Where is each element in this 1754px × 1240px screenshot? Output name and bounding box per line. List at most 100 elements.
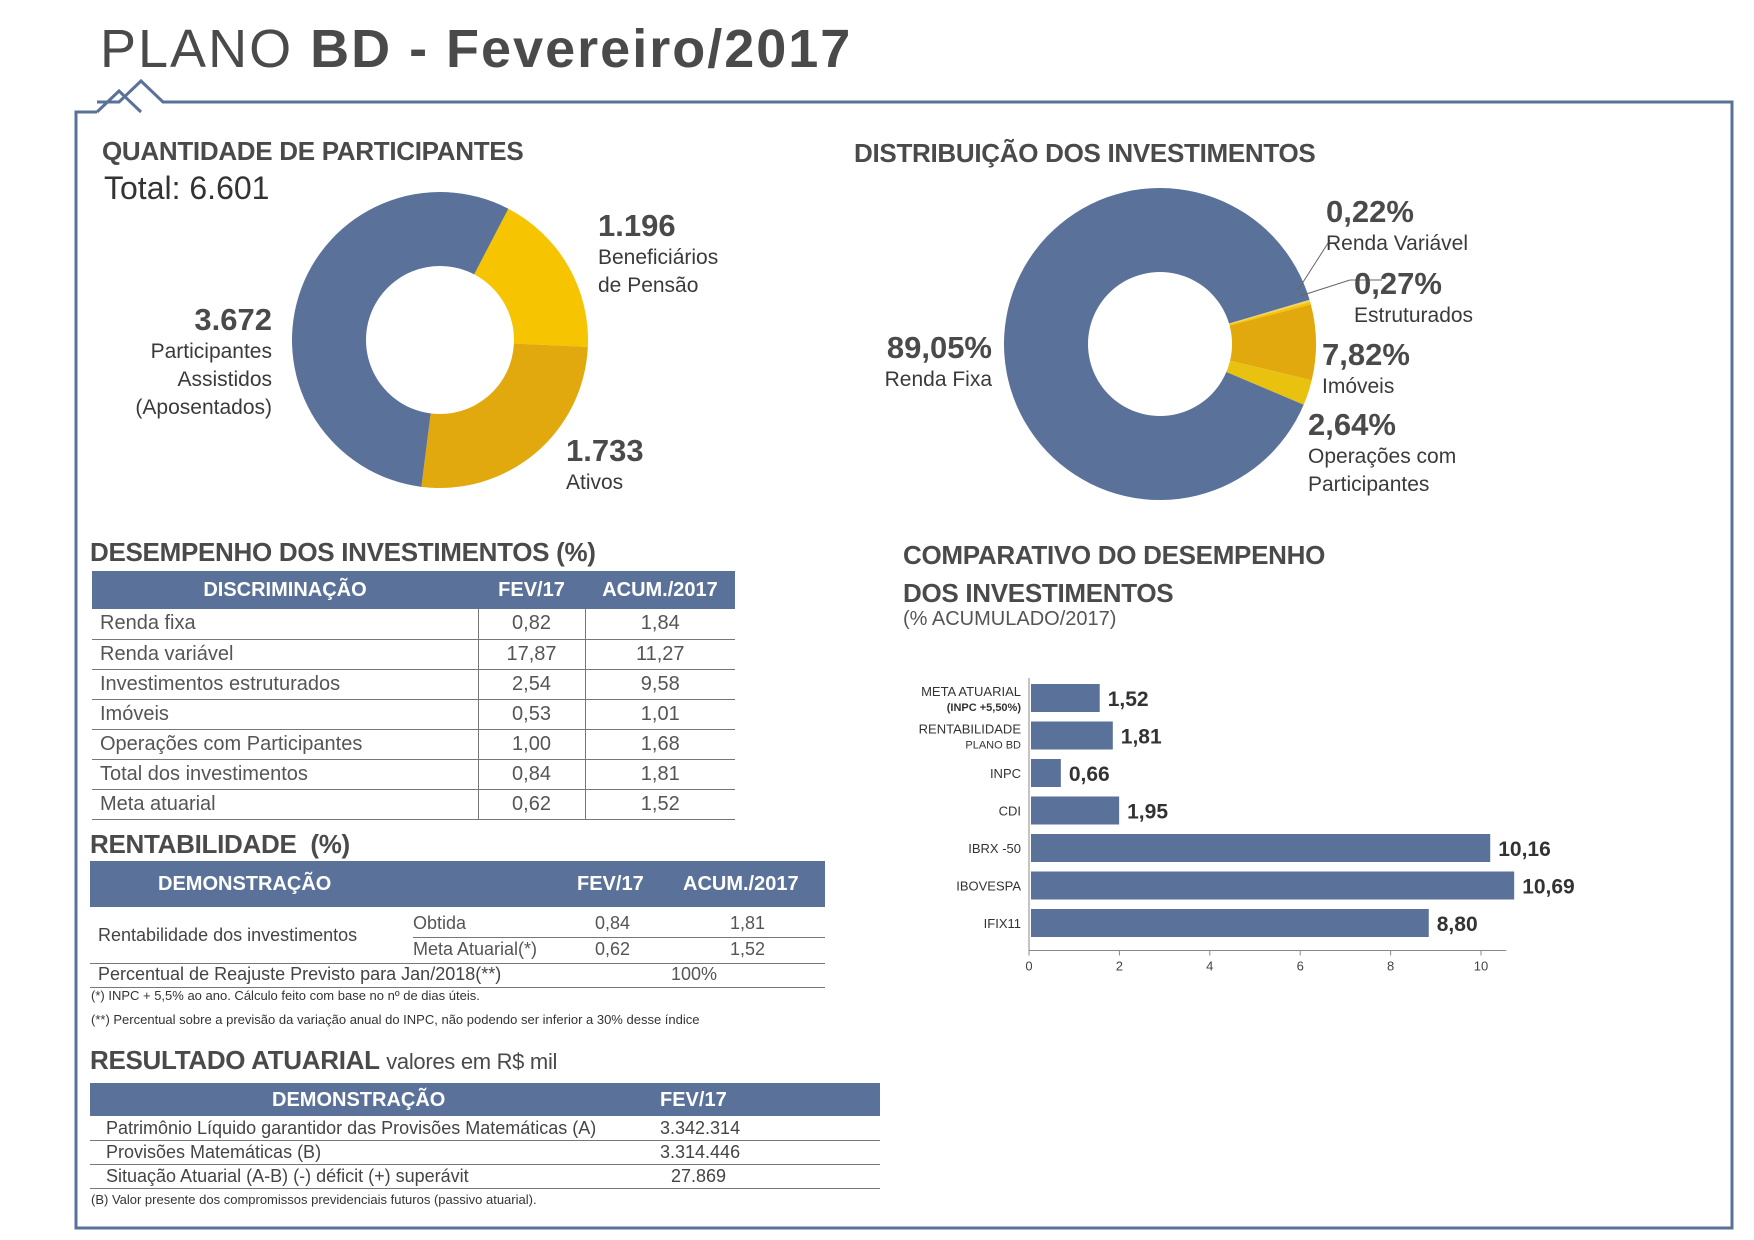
desempenho-cell-label: Investimentos estruturados [92, 669, 478, 700]
resultado-row-3-value: 27.869 [671, 1166, 727, 1186]
bar-category-label-1-1: PLANO BD [965, 740, 1021, 752]
resultado-header-demonstracao: DEMONSTRAÇÃO [272, 1089, 446, 1111]
rentabilidade-title-text: RENTABILIDADE [90, 829, 297, 859]
desempenho-cell-acum: 1,84 [584, 609, 735, 640]
beneficiarios-text-1: Beneficiários [598, 246, 719, 269]
desempenho-row: Renda variável 17,87 11,27 [92, 639, 735, 670]
bar-value-label-4: 10,16 [1498, 838, 1551, 861]
distribuicao-donut [1004, 187, 1316, 500]
renda-fixa-value: 89,05% [886, 330, 992, 365]
bar-value-label-5: 10,69 [1522, 876, 1575, 899]
desempenho-row: Imóveis 0,53 1,01 [92, 699, 735, 730]
rentabilidade-header: DEMONSTRAÇÃO FEV/17 ACUM./2017 [90, 861, 825, 907]
rentabilidade-header-acum: ACUM./2017 [683, 873, 799, 895]
x-tick-label-0: 0 [1025, 959, 1032, 974]
bar-category-label-0-1: (INPC +5,50%) [947, 702, 1022, 714]
resultado-row-1-label: Patrimônio Líquido garantidor das Provis… [106, 1118, 597, 1138]
participantes-total: Total: 6.601 [104, 170, 270, 206]
rentabilidade-obtida-fev: 0,84 [595, 913, 631, 933]
rentabilidade-divider-3 [90, 987, 825, 988]
participantes-slice-2 [291, 191, 509, 487]
imoveis-value: 7,82% [1322, 337, 1410, 372]
bar-2 [1031, 759, 1061, 787]
assistidos-value: 3.672 [194, 302, 272, 337]
distribuicao-slice-0 [1229, 299, 1311, 325]
operacoes-text-1: Operações com [1308, 445, 1457, 468]
participantes-slice-1 [421, 343, 588, 488]
resultado-row-3-label: Situação Atuarial (A-B) (-) déficit (+) … [106, 1166, 469, 1186]
bar-5 [1031, 871, 1515, 900]
bar-6 [1031, 909, 1429, 937]
desempenho-cell-label: Operações com Participantes [92, 729, 478, 760]
renda-variavel-value: 0,22% [1326, 194, 1414, 229]
bar-value-label-0: 1,52 [1108, 688, 1149, 711]
resultado-title: RESULTADO ATUARIAL valores em R$ mil [90, 1045, 557, 1076]
desempenho-cell-label: Imóveis [92, 699, 478, 730]
bar-category-label-3-0: CDI [999, 804, 1021, 819]
desempenho-table: DISCRIMINAÇÃO FEV/17 ACUM./2017 Renda fi… [92, 571, 735, 820]
bar-1 [1031, 721, 1113, 750]
rentabilidade-meta-fev: 0,62 [595, 939, 631, 959]
bar-value-label-3: 1,95 [1127, 801, 1168, 824]
page-title-light: PLANO [100, 19, 311, 79]
bar-0 [1031, 684, 1100, 712]
bar-category-label-5-0: IBOVESPA [956, 879, 1021, 894]
bar-category-label-4-0: IBRX -50 [968, 841, 1021, 856]
renda-fixa-text: Renda Fixa [884, 368, 992, 391]
distribuicao-slice-3 [1226, 360, 1312, 405]
rentabilidade-meta-acum: 1,52 [730, 939, 766, 959]
rentabilidade-title: RENTABILIDADE (%) [90, 829, 350, 860]
desempenho-header-fev: FEV/17 [478, 571, 585, 609]
resultado-note: (B) Valor presente dos compromissos prev… [91, 1192, 537, 1207]
imoveis-text: Imóveis [1322, 375, 1395, 398]
participantes-donut [291, 191, 588, 488]
desempenho-cell-acum: 1,81 [584, 759, 735, 790]
estruturados-text: Estruturados [1354, 304, 1474, 327]
operacoes-label: 2,64% Operações com Participantes [1308, 407, 1456, 499]
beneficiarios-text-2: de Pensão [598, 274, 699, 297]
comparativo-bar-chart: 1,52 META ATUARIAL (INPC +5,50%) 1,81 RENTAB… [919, 678, 1575, 974]
distribuicao-title: DISTRIBUIÇÃO DOS INVESTIMENTOS [854, 138, 1316, 168]
desempenho-cell-acum: 9,58 [584, 669, 735, 700]
operacoes-text-2: Participantes [1308, 473, 1430, 496]
x-tick-label-4: 8 [1387, 959, 1394, 974]
rentabilidade-divider-1 [413, 937, 825, 938]
renda-fixa-label: 89,05% Renda Fixa [860, 330, 992, 394]
rentabilidade-obtida-acum: 1,81 [730, 913, 766, 933]
page-title-bold: BD - Fevereiro/2017 [310, 19, 853, 79]
desempenho-cell-label: Renda fixa [92, 609, 478, 640]
bar-value-label-1: 1,81 [1121, 726, 1162, 749]
renda-variavel-label: 0,22% Renda Variável [1326, 194, 1468, 258]
resultado-row: Patrimônio Líquido garantidor das Provis… [90, 1117, 880, 1141]
comparativo-title-line-2: DOS INVESTIMENTOS [903, 578, 1174, 608]
rentabilidade-title-unit: (%) [310, 829, 350, 859]
rentabilidade-header-fev: FEV/17 [577, 873, 644, 895]
rentabilidade-note-1: (*) INPC + 5,5% ao ano. Cálculo feito co… [91, 988, 480, 1003]
desempenho-cell-label: Renda variável [92, 639, 478, 670]
comparativo-title-line-1: COMPARATIVO DO DESEMPENHO [903, 540, 1326, 570]
rentabilidade-row-label: Rentabilidade dos investimentos [98, 925, 358, 945]
bar-3 [1031, 796, 1120, 825]
desempenho-cell-fev: 0,84 [477, 759, 585, 790]
desempenho-row: Investimentos estruturados 2,54 9,58 [92, 669, 735, 700]
bar-category-label-0-0: META ATUARIAL [921, 684, 1021, 699]
desempenho-header-discriminacao: DISCRIMINAÇÃO [92, 571, 478, 609]
imoveis-label: 7,82% Imóveis [1322, 337, 1410, 401]
renda-variavel-text: Renda Variável [1326, 232, 1469, 255]
bar-4 [1031, 834, 1491, 862]
participantes-title: QUANTIDADE DE PARTICIPANTES [102, 136, 524, 166]
assistidos-text-2: Assistidos [177, 368, 272, 391]
desempenho-row: Renda fixa 0,82 1,84 [92, 609, 735, 640]
rentabilidade-obtida-label: Obtida [413, 913, 467, 933]
desempenho-row: Operações com Participantes 1,00 1,68 [92, 729, 735, 760]
operacoes-value: 2,64% [1308, 407, 1396, 442]
participantes-slice-0 [474, 208, 588, 348]
distribuicao-slice-4 [1004, 187, 1310, 500]
rentabilidade-header-demonstracao: DEMONSTRAÇÃO [158, 873, 332, 895]
desempenho-cell-fev: 17,87 [477, 639, 585, 670]
desempenho-cell-label: Total dos investimentos [92, 759, 478, 790]
resultado-row-2-value: 3.314.446 [660, 1142, 741, 1162]
rentabilidade-note-2: (**) Percentual sobre a previsão da vari… [91, 1012, 700, 1027]
x-tick-label-3: 6 [1297, 959, 1304, 974]
x-tick-label-5: 10 [1474, 959, 1488, 974]
